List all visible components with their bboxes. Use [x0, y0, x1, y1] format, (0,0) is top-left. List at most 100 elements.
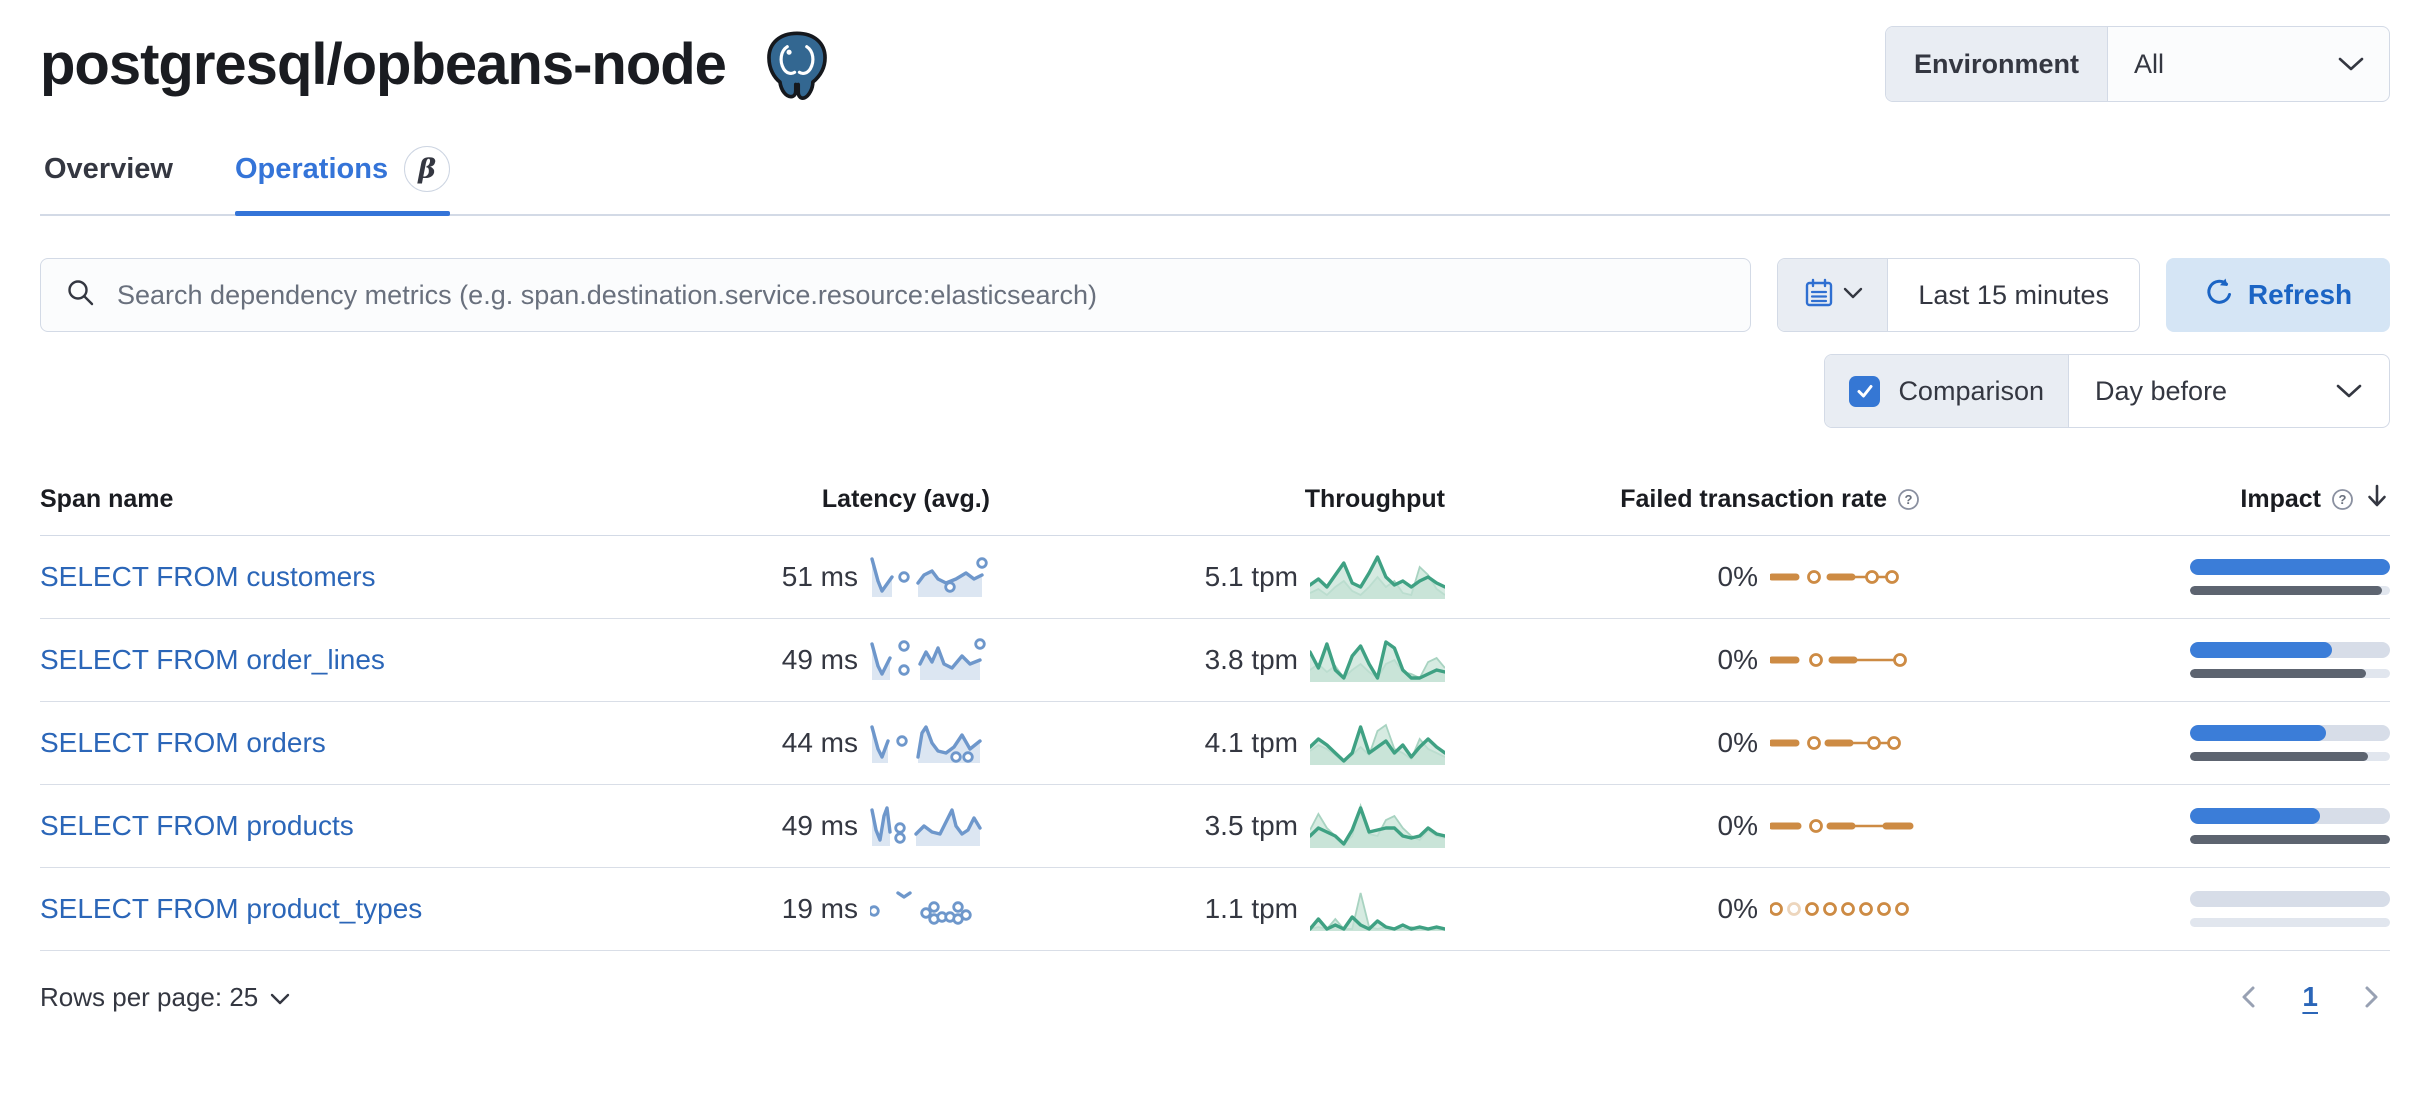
span-name-link[interactable]: SELECT FROM product_types — [40, 893, 423, 924]
latency-value: 19 ms — [781, 893, 858, 924]
comparison-checkbox[interactable] — [1849, 375, 1881, 407]
failed-rate-value: 0% — [1717, 727, 1758, 758]
throughput-sparkline — [1310, 555, 1445, 599]
column-impact[interactable]: Impact ? — [1920, 482, 2390, 517]
comparison-control: Comparison Day before — [1824, 354, 2390, 428]
latency-value: 49 ms — [781, 644, 858, 675]
span-name-link[interactable]: SELECT FROM orders — [40, 727, 326, 758]
environment-value: All — [2134, 48, 2165, 79]
pagination-next-button[interactable] — [2358, 982, 2384, 1012]
throughput-value: 3.8 tpm — [1204, 644, 1298, 675]
calendar-icon — [1803, 277, 1835, 314]
help-icon[interactable]: ? — [1897, 488, 1920, 511]
failed-rate-sparkline — [1770, 570, 1899, 584]
throughput-value: 3.5 tpm — [1204, 810, 1298, 841]
tabs: Overview Operations β — [40, 146, 2390, 216]
impact-bars — [2190, 559, 2390, 595]
postgresql-icon — [756, 26, 838, 104]
column-failed-rate: Failed transaction rate ? — [1445, 482, 1920, 517]
table-header: Span name Latency (avg.) Throughput Fail… — [40, 482, 2390, 536]
failed-rate-sparkline — [1770, 653, 1907, 667]
sort-descending-icon — [2364, 482, 2390, 517]
table-footer: Rows per page: 25 1 — [40, 981, 2390, 1013]
search-box — [40, 258, 1752, 332]
throughput-value: 5.1 tpm — [1204, 561, 1298, 592]
latency-value: 51 ms — [781, 561, 858, 592]
environment-label: Environment — [1886, 27, 2109, 101]
throughput-value: 4.1 tpm — [1204, 727, 1298, 758]
impact-bar-current — [2190, 559, 2390, 575]
refresh-button[interactable]: Refresh — [2166, 258, 2390, 332]
failed-rate-sparkline — [1770, 736, 1901, 750]
latency-value: 49 ms — [781, 810, 858, 841]
tab-operations-label: Operations — [234, 152, 389, 185]
impact-bars — [2190, 642, 2390, 678]
comparison-value: Day before — [2095, 375, 2228, 406]
impact-bar-current — [2190, 642, 2390, 658]
impact-bars — [2190, 725, 2390, 761]
title-wrap: postgresql/opbeans-node — [40, 26, 838, 104]
failed-rate-value: 0% — [1717, 810, 1758, 841]
span-name-link[interactable]: SELECT FROM products — [40, 810, 354, 841]
svg-text:?: ? — [1905, 492, 1913, 507]
chevron-down-icon — [1843, 286, 1863, 305]
chevron-down-icon — [2335, 382, 2363, 400]
span-name-link[interactable]: SELECT FROM customers — [40, 561, 376, 592]
impact-bar-current — [2190, 725, 2390, 741]
throughput-sparkline — [1310, 802, 1445, 848]
throughput-sparkline — [1310, 892, 1445, 931]
table-row: SELECT FROM customers 51 ms 5.1 tpm 0% — [40, 536, 2390, 619]
comparison-row: Comparison Day before — [40, 354, 2390, 428]
table-body: SELECT FROM customers 51 ms 5.1 tpm 0% — [40, 536, 2390, 951]
throughput-sparkline — [1310, 723, 1445, 765]
column-throughput: Throughput — [1304, 485, 1445, 513]
tab-overview[interactable]: Overview — [44, 146, 173, 214]
impact-bar-previous — [2190, 918, 2390, 927]
latency-sparkline — [870, 557, 988, 597]
page-number-1[interactable]: 1 — [2302, 981, 2318, 1012]
controls-row: Last 15 minutes Refresh — [40, 258, 2390, 332]
comparison-label: Comparison — [1898, 375, 2044, 406]
environment-filter[interactable]: Environment All — [1885, 26, 2390, 102]
help-icon[interactable]: ? — [2331, 488, 2354, 511]
latency-sparkline — [870, 638, 986, 680]
table-row: SELECT FROM product_types 19 ms 1.1 tpm … — [40, 868, 2390, 951]
column-span-name: Span name — [40, 485, 174, 513]
chevron-down-icon — [2337, 27, 2389, 101]
rows-per-page-button[interactable]: Rows per page: 25 — [40, 982, 290, 1013]
failed-rate-value: 0% — [1717, 893, 1758, 924]
latency-value: 44 ms — [781, 727, 858, 758]
impact-bar-current — [2190, 891, 2390, 907]
comparison-checkbox-group[interactable]: Comparison — [1825, 355, 2069, 427]
tab-operations[interactable]: Operations β — [234, 146, 451, 216]
tab-overview-label: Overview — [44, 152, 173, 185]
table-row: SELECT FROM orders 44 ms 4.1 tpm 0% — [40, 702, 2390, 785]
apm-dependency-page: postgresql/opbeans-node Environment All … — [40, 26, 2390, 1013]
impact-bar-current — [2190, 808, 2390, 824]
pagination-prev-button[interactable] — [2236, 982, 2262, 1012]
impact-bar-previous — [2190, 586, 2390, 595]
topbar: postgresql/opbeans-node Environment All — [40, 26, 2390, 104]
failed-rate-sparkline — [1770, 902, 1909, 916]
search-icon — [65, 277, 97, 314]
impact-bar-previous — [2190, 752, 2390, 761]
throughput-sparkline — [1310, 640, 1445, 682]
refresh-icon — [2204, 277, 2234, 314]
latency-sparkline — [870, 725, 982, 763]
impact-bars — [2190, 891, 2390, 927]
impact-bar-previous — [2190, 669, 2390, 678]
chevron-down-icon — [270, 982, 290, 1013]
failed-rate-value: 0% — [1717, 644, 1758, 675]
time-range-value[interactable]: Last 15 minutes — [1918, 279, 2109, 310]
date-picker[interactable]: Last 15 minutes — [1777, 258, 2140, 332]
table-row: SELECT FROM order_lines 49 ms 3.8 tpm 0% — [40, 619, 2390, 702]
table-row: SELECT FROM products 49 ms 3.5 tpm 0% — [40, 785, 2390, 868]
latency-sparkline — [870, 806, 982, 846]
search-input[interactable] — [115, 278, 1727, 312]
span-name-link[interactable]: SELECT FROM order_lines — [40, 644, 385, 675]
date-picker-calendar-segment[interactable] — [1778, 259, 1889, 331]
svg-text:?: ? — [2339, 492, 2347, 507]
comparison-select[interactable]: Day before — [2069, 355, 2389, 427]
column-latency: Latency (avg.) — [821, 485, 990, 513]
failed-rate-sparkline — [1770, 819, 1914, 833]
